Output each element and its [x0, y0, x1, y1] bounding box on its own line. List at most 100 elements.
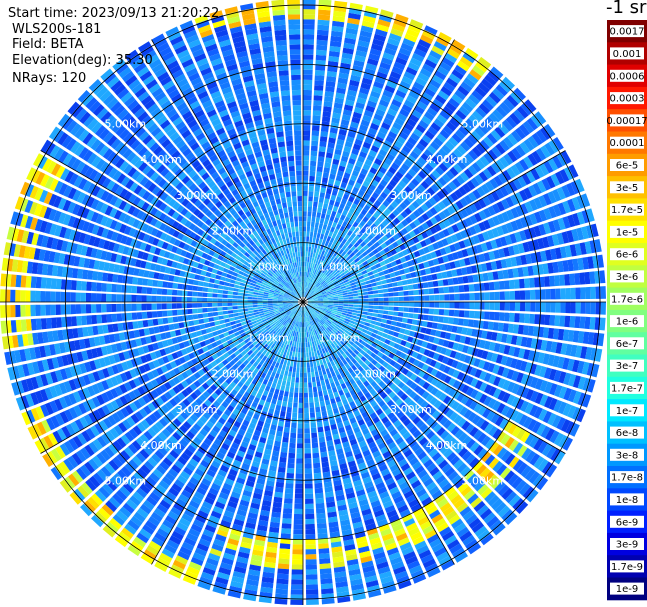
data-cell — [303, 175, 309, 181]
data-cell — [334, 283, 340, 288]
data-cell — [308, 196, 313, 202]
data-cell — [582, 394, 592, 408]
data-cell — [303, 246, 306, 252]
data-cell — [385, 278, 392, 284]
data-cell — [460, 171, 470, 182]
data-cell — [473, 283, 480, 292]
data-cell — [367, 234, 374, 241]
data-cell — [392, 331, 400, 338]
data-cell — [305, 347, 309, 353]
data-cell — [308, 300, 314, 302]
data-cell — [537, 238, 545, 250]
data-cell — [320, 280, 326, 285]
data-cell — [312, 115, 321, 121]
data-cell — [444, 52, 458, 64]
data-cell — [295, 483, 303, 489]
data-cell — [305, 549, 317, 555]
data-cell — [480, 183, 490, 194]
data-cell — [441, 198, 451, 207]
data-cell — [320, 451, 328, 458]
data-cell — [558, 386, 568, 399]
data-cell — [306, 352, 309, 358]
data-cell — [493, 281, 500, 290]
data-cell — [399, 202, 408, 210]
data-cell — [441, 238, 449, 247]
data-cell — [582, 257, 589, 270]
data-cell — [453, 309, 460, 317]
data-cell — [338, 297, 344, 300]
data-cell — [356, 244, 363, 251]
data-cell — [303, 170, 309, 176]
data-cell — [515, 218, 524, 230]
data-cell — [388, 292, 394, 297]
data-cell — [303, 79, 313, 85]
data-cell — [234, 319, 241, 324]
data-cell — [590, 302, 596, 315]
data-cell — [299, 337, 302, 343]
data-cell — [362, 288, 368, 292]
data-cell — [523, 138, 535, 152]
data-cell — [381, 279, 387, 285]
data-cell — [362, 308, 369, 312]
data-cell — [481, 78, 494, 90]
data-cell — [556, 187, 566, 200]
data-cell — [321, 456, 329, 463]
data-cell — [468, 310, 475, 319]
data-cell — [377, 309, 384, 314]
data-cell — [309, 231, 314, 238]
data-cell — [348, 195, 355, 203]
data-cell — [367, 312, 373, 316]
data-cell — [487, 272, 494, 281]
data-cell — [370, 145, 380, 153]
data-cell — [291, 574, 303, 580]
data-cell — [509, 290, 516, 300]
data-cell — [388, 148, 398, 157]
data-cell — [442, 228, 450, 237]
data-cell — [358, 35, 371, 43]
data-cell — [369, 167, 378, 175]
data-cell — [395, 258, 402, 265]
data-cell — [562, 216, 571, 229]
data-cell — [522, 120, 535, 134]
data-cell — [497, 322, 504, 332]
data-cell — [321, 255, 326, 262]
data-cell — [344, 281, 350, 286]
data-cell — [340, 57, 352, 65]
data-cell — [544, 381, 553, 394]
data-cell — [462, 275, 469, 284]
data-cell — [469, 214, 478, 225]
data-cell — [483, 208, 492, 218]
data-cell — [471, 90, 484, 102]
data-cell — [547, 327, 555, 339]
data-cell — [310, 160, 317, 167]
data-cell — [322, 295, 328, 298]
data-cell — [514, 302, 521, 312]
data-cell — [315, 176, 322, 183]
data-cell — [563, 372, 572, 386]
data-cell — [316, 44, 328, 51]
data-cell — [330, 35, 343, 43]
data-cell — [312, 120, 321, 126]
data-cell — [587, 332, 595, 345]
data-cell — [488, 112, 500, 125]
data-cell — [349, 252, 355, 258]
data-cell — [479, 339, 486, 349]
data-cell — [372, 313, 378, 317]
data-cell — [451, 325, 458, 333]
data-cell — [367, 327, 374, 333]
data-cell — [357, 155, 366, 163]
data-cell — [394, 270, 401, 277]
data-cell — [357, 231, 364, 238]
data-cell — [388, 236, 396, 244]
data-cell — [550, 173, 561, 187]
data-cell — [353, 235, 360, 242]
data-cell — [417, 170, 427, 180]
data-cell — [304, 443, 311, 449]
data-cell — [367, 308, 374, 313]
data-cell — [430, 122, 441, 132]
data-cell — [373, 294, 379, 298]
data-cell — [328, 137, 336, 144]
data-cell — [435, 249, 442, 257]
data-cell — [419, 96, 431, 106]
data-cell — [386, 80, 398, 89]
